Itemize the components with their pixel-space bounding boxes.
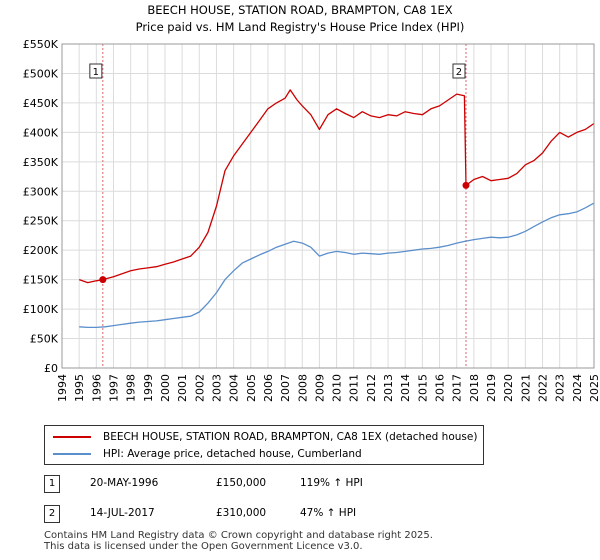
chart-subtitle: Price paid vs. HM Land Registry's House … bbox=[136, 20, 465, 34]
x-tick-label: 2000 bbox=[159, 374, 172, 402]
plot-frame bbox=[61, 43, 595, 369]
x-tick-label: 2020 bbox=[502, 374, 515, 402]
x-tick-label: 2004 bbox=[228, 374, 241, 402]
x-tick-label: 2025 bbox=[588, 374, 600, 402]
sale-point bbox=[462, 181, 470, 189]
x-tick-label: 2017 bbox=[451, 374, 464, 402]
x-tick-label: 2018 bbox=[468, 374, 481, 402]
x-tick-label: 2021 bbox=[519, 374, 532, 402]
y-tick-label: £300K bbox=[23, 185, 59, 198]
transaction-hpi-change: 119% ↑ HPI bbox=[300, 477, 363, 489]
x-tick-label: 1997 bbox=[107, 374, 120, 402]
x-tick-label: 2023 bbox=[554, 374, 567, 402]
x-tick-label: 2022 bbox=[537, 374, 550, 402]
transaction-price: £150,000 bbox=[216, 477, 267, 489]
legend: BEECH HOUSE, STATION ROAD, BRAMPTON, CA8… bbox=[44, 425, 484, 465]
transaction-date: 14-JUL-2017 bbox=[90, 507, 155, 519]
plot-area bbox=[62, 44, 594, 368]
transaction-marker-badge: 1 bbox=[44, 475, 60, 493]
x-tick-label: 2014 bbox=[399, 374, 412, 402]
attribution-footer: Contains HM Land Registry data © Crown c… bbox=[44, 530, 433, 552]
y-tick-label: £100K bbox=[23, 303, 59, 316]
x-tick-label: 2013 bbox=[382, 374, 395, 402]
transaction-price: £310,000 bbox=[216, 507, 267, 519]
sale-marker-box bbox=[89, 63, 103, 79]
x-tick-label: 2024 bbox=[571, 374, 584, 402]
sale-point bbox=[99, 276, 107, 284]
transaction-marker-badge: 2 bbox=[44, 505, 60, 523]
x-tick-label: 2019 bbox=[485, 374, 498, 402]
y-tick-label: £250K bbox=[23, 215, 59, 228]
x-tick-label: 2011 bbox=[348, 374, 361, 402]
x-tick-label: 2002 bbox=[193, 374, 206, 402]
x-tick-label: 2007 bbox=[279, 374, 292, 402]
x-tick-label: 2006 bbox=[262, 374, 275, 402]
price-chart: BEECH HOUSE, STATION ROAD, BRAMPTON, CA8… bbox=[23, 3, 600, 402]
transaction-date: 20-MAY-1996 bbox=[90, 477, 159, 489]
x-tick-label: 2012 bbox=[365, 374, 378, 402]
y-tick-label: £350K bbox=[23, 156, 59, 169]
transaction-hpi-change: 47% ↑ HPI bbox=[300, 507, 357, 519]
hpi-line bbox=[79, 202, 595, 329]
legend-label-hpi: HPI: Average price, detached house, Cumb… bbox=[103, 448, 362, 460]
x-tick-label: 1996 bbox=[90, 374, 103, 402]
sale-marker-label: 2 bbox=[456, 67, 462, 78]
x-tick-label: 2001 bbox=[176, 374, 189, 402]
x-tick-label: 1999 bbox=[142, 374, 155, 402]
x-tick-label: 1995 bbox=[73, 374, 86, 402]
x-tick-label: 2015 bbox=[416, 374, 429, 402]
attribution-line-1: Contains HM Land Registry data © Crown c… bbox=[44, 530, 433, 541]
x-tick-label: 1998 bbox=[125, 374, 138, 402]
property-price-line bbox=[78, 89, 595, 284]
y-tick-label: £150K bbox=[23, 274, 59, 287]
sale-marker-box bbox=[452, 63, 466, 79]
legend-swatch-property bbox=[53, 436, 91, 438]
sale-marker-label: 1 bbox=[93, 67, 99, 78]
y-tick-label: £50K bbox=[30, 333, 59, 346]
attribution-line-2: This data is licensed under the Open Gov… bbox=[44, 541, 363, 552]
y-tick-label: £0 bbox=[44, 362, 58, 375]
y-tick-label: £500K bbox=[23, 67, 59, 80]
x-tick-label: 2010 bbox=[331, 374, 344, 402]
x-tick-label: 1994 bbox=[56, 374, 69, 402]
x-tick-label: 2003 bbox=[210, 374, 223, 402]
y-tick-label: £400K bbox=[23, 126, 59, 139]
x-tick-label: 2016 bbox=[434, 374, 447, 402]
y-tick-label: £200K bbox=[23, 244, 59, 257]
legend-label-property: BEECH HOUSE, STATION ROAD, BRAMPTON, CA8… bbox=[103, 431, 478, 443]
legend-swatch-hpi bbox=[53, 453, 91, 455]
x-tick-label: 2005 bbox=[245, 374, 258, 402]
y-tick-label: £450K bbox=[23, 97, 59, 110]
chart-title: BEECH HOUSE, STATION ROAD, BRAMPTON, CA8… bbox=[147, 3, 452, 17]
x-tick-label: 2008 bbox=[296, 374, 309, 402]
y-tick-label: £550K bbox=[23, 38, 59, 51]
x-tick-label: 2009 bbox=[313, 374, 326, 402]
